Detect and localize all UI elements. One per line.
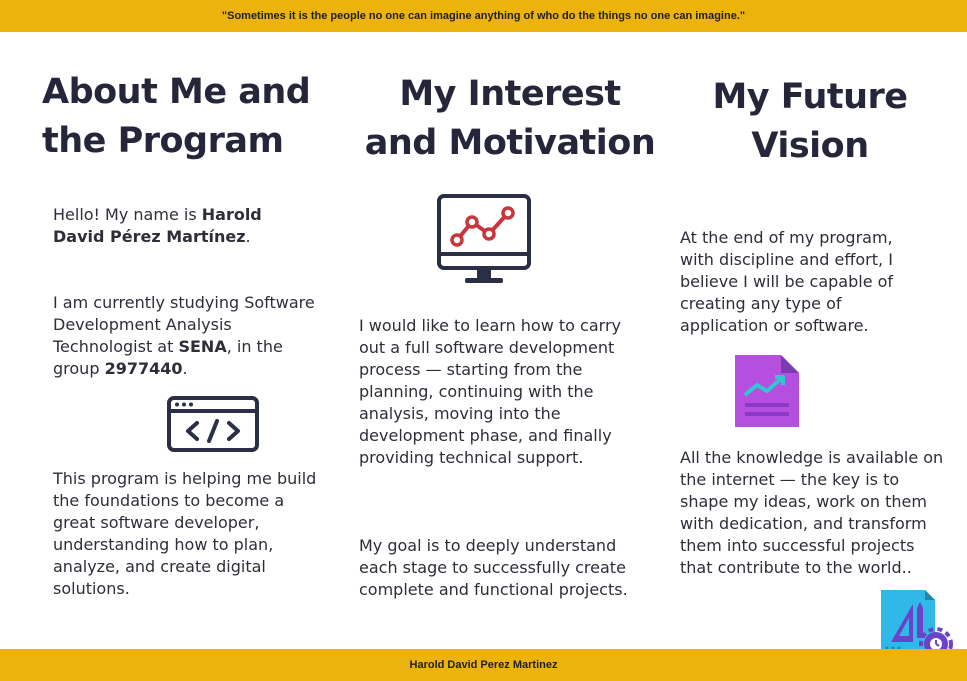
monitor-chart-icon bbox=[437, 194, 531, 288]
goal-paragraph: My goal is to deeply understand each sta… bbox=[359, 536, 628, 599]
program-paragraph: This program is helping me build the fou… bbox=[53, 469, 317, 598]
column-title-about: About Me and the Program bbox=[42, 72, 311, 161]
intro-paragraph: Hello! My name is Harold David Pérez Mar… bbox=[53, 205, 262, 246]
quote-banner: "Sometimes it is the people no one can i… bbox=[0, 0, 967, 32]
column-title-vision: My Future Vision bbox=[712, 77, 908, 166]
interest-paragraph: I would like to learn how to carry out a… bbox=[359, 316, 621, 467]
vision-paragraph: At the end of my program, with disciplin… bbox=[680, 228, 894, 335]
code-window-icon bbox=[167, 396, 259, 452]
group-number: 2977440 bbox=[104, 359, 183, 378]
institution-name: SENA bbox=[178, 337, 227, 356]
document-chart-icon bbox=[735, 355, 799, 427]
study-paragraph: I am currently studying Software Develop… bbox=[53, 293, 315, 378]
column-title-interest: My Interest and Motivation bbox=[364, 74, 656, 163]
quote-text: "Sometimes it is the people no one can i… bbox=[221, 10, 746, 22]
footer-banner: Harold David Perez Martinez bbox=[0, 649, 967, 681]
student-name: Harold David Pérez Martínez bbox=[53, 205, 262, 246]
author-name: Harold David Perez Martinez bbox=[409, 659, 558, 671]
knowledge-paragraph: All the knowledge is available on the in… bbox=[680, 448, 944, 577]
